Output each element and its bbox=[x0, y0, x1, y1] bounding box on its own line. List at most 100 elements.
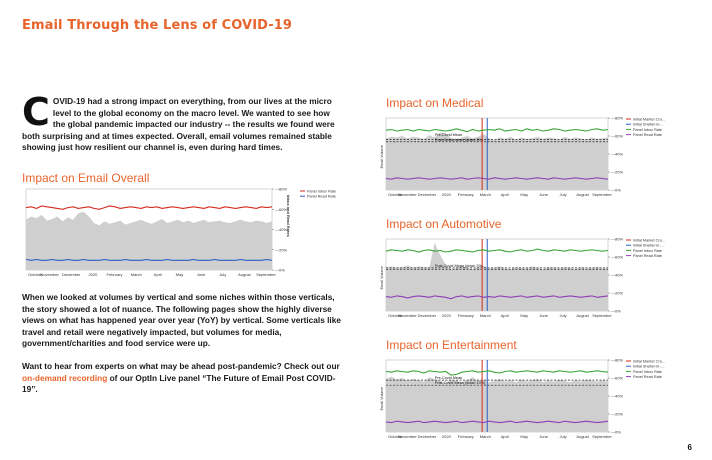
x-tick-label: June bbox=[539, 434, 548, 439]
x-tick-label: June bbox=[539, 192, 548, 197]
chart-title-automotive: Impact on Automotive bbox=[386, 217, 502, 231]
x-tick-label: October bbox=[388, 313, 403, 318]
x-tick-label: November bbox=[398, 434, 417, 439]
x-tick-label: July bbox=[560, 434, 567, 439]
x-tick-label: February bbox=[107, 272, 123, 277]
legend-label: Initial Market Cra... bbox=[633, 359, 665, 363]
legend-label: Panel Read Rate bbox=[633, 375, 662, 379]
x-tick-label: October bbox=[388, 192, 403, 197]
y-tick-label: —20% bbox=[611, 170, 623, 175]
y-tick-label: —40% bbox=[275, 227, 287, 232]
x-tick-label: February bbox=[458, 434, 474, 439]
x-tick-label: May bbox=[520, 434, 528, 439]
volume-area bbox=[386, 376, 608, 432]
x-tick-label: May bbox=[520, 192, 528, 197]
x-tick-label: November bbox=[398, 192, 417, 197]
y-tick-label: —80% bbox=[611, 237, 623, 242]
x-tick-label: 2020 bbox=[442, 434, 452, 439]
y-tick-label: —80% bbox=[275, 187, 287, 192]
x-tick-label: April bbox=[501, 313, 509, 318]
y-tick-label: —40% bbox=[611, 394, 623, 399]
series-line-panel-read-rate bbox=[385, 295, 609, 300]
legend-label: Initial Shelter-in-... bbox=[633, 123, 664, 127]
volume-area bbox=[26, 211, 272, 270]
legend-label: Panel Read Rate bbox=[633, 133, 662, 137]
x-tick-label: October bbox=[388, 434, 403, 439]
y-tick-label: —60% bbox=[275, 207, 287, 212]
y-tick-label: —0% bbox=[611, 309, 621, 314]
y-tick-label: —60% bbox=[611, 134, 623, 139]
x-tick-label: September bbox=[592, 192, 612, 197]
x-tick-label: July bbox=[560, 192, 567, 197]
y-tick-label: —0% bbox=[275, 268, 285, 273]
legend-label: Initial Market Cra... bbox=[633, 238, 665, 242]
legend-label: Panel Read Rate bbox=[633, 254, 662, 258]
y-axis-label-left: Email Volume bbox=[380, 266, 384, 289]
page-title: Email Through the Lens of COVID-19 bbox=[22, 18, 293, 33]
y-tick-label: —40% bbox=[611, 152, 623, 157]
x-tick-label: February bbox=[458, 192, 474, 197]
y-tick-label: —0% bbox=[611, 188, 621, 193]
page-number: 6 bbox=[687, 443, 692, 452]
x-tick-label: December bbox=[418, 434, 437, 439]
legend-label: Panel Inbox Rate bbox=[633, 128, 662, 132]
y-tick-label: —20% bbox=[611, 412, 623, 417]
x-tick-label: December bbox=[62, 272, 81, 277]
x-tick-label: May bbox=[176, 272, 184, 277]
mean-annotation: Post-Covid Mean (down 2%) bbox=[435, 264, 484, 268]
x-tick-label: December bbox=[418, 192, 437, 197]
x-tick-label: March bbox=[480, 313, 491, 318]
x-tick-label: May bbox=[520, 313, 528, 318]
mean-annotation: Pre-Covid Mean bbox=[435, 376, 462, 380]
x-tick-label: November bbox=[40, 272, 59, 277]
series-line-panel-inbox-rate bbox=[385, 128, 609, 133]
cta-text-post: of our OptIn Live panel “The Future of E… bbox=[22, 372, 336, 395]
y-tick-label: —80% bbox=[611, 358, 623, 363]
intro-paragraph: C OVID-19 had a strong impact on everythi… bbox=[22, 90, 340, 154]
legend-label: Panel Read Rate bbox=[307, 195, 336, 199]
chart-title-entertainment: Impact on Entertainment bbox=[386, 338, 517, 352]
y-tick-label: —80% bbox=[611, 116, 623, 121]
volume-area bbox=[386, 132, 608, 190]
x-tick-label: February bbox=[458, 313, 474, 318]
y-tick-label: —20% bbox=[275, 247, 287, 252]
x-tick-label: April bbox=[501, 434, 509, 439]
paragraph-verticals: When we looked at volumes by vertical an… bbox=[22, 292, 341, 349]
x-tick-label: September bbox=[256, 272, 276, 277]
legend-label: Initial Shelter-in-... bbox=[633, 365, 664, 369]
legend-label: Panel Inbox Rate bbox=[633, 370, 662, 374]
x-tick-label: March bbox=[480, 192, 491, 197]
y-tick-label: —60% bbox=[611, 376, 623, 381]
x-tick-label: December bbox=[418, 313, 437, 318]
x-tick-label: 2020 bbox=[442, 313, 452, 318]
x-tick-label: March bbox=[131, 272, 142, 277]
x-tick-label: April bbox=[154, 272, 162, 277]
x-tick-label: August bbox=[576, 192, 589, 197]
legend-label: Initial Shelter-in-... bbox=[633, 244, 664, 248]
x-tick-label: October bbox=[28, 272, 43, 277]
on-demand-recording-link[interactable]: on-demand recording bbox=[22, 372, 108, 383]
series-line-panel-read-rate bbox=[385, 420, 609, 424]
cta-text-pre: Want to hear from experts on what may be… bbox=[22, 361, 340, 371]
x-tick-label: April bbox=[501, 192, 509, 197]
mean-annotation: Pre-Covid Mean bbox=[435, 133, 462, 137]
chart-automotive: Post-Covid Mean (down 2%) OctoberNovember… bbox=[380, 237, 665, 319]
intro-text: OVID-19 had a strong impact on everythin… bbox=[22, 96, 335, 153]
y-tick-label: —40% bbox=[611, 273, 623, 278]
y-tick-label: —60% bbox=[611, 255, 623, 260]
volume-area bbox=[386, 242, 608, 311]
legend-label: Panel Inbox Rate bbox=[307, 189, 336, 193]
series-line-panel-inbox-rate bbox=[385, 370, 609, 376]
x-tick-label: June bbox=[539, 313, 548, 318]
x-tick-label: August bbox=[576, 434, 589, 439]
x-tick-label: 2020 bbox=[88, 272, 98, 277]
dropcap: C bbox=[22, 90, 50, 134]
x-tick-label: July bbox=[560, 313, 567, 318]
series-line-panel-read-rate bbox=[25, 258, 273, 261]
y-axis-label-left: Email Volume bbox=[380, 145, 384, 168]
x-tick-label: September bbox=[592, 313, 612, 318]
paragraph-cta: Want to hear from experts on what may be… bbox=[22, 361, 342, 396]
